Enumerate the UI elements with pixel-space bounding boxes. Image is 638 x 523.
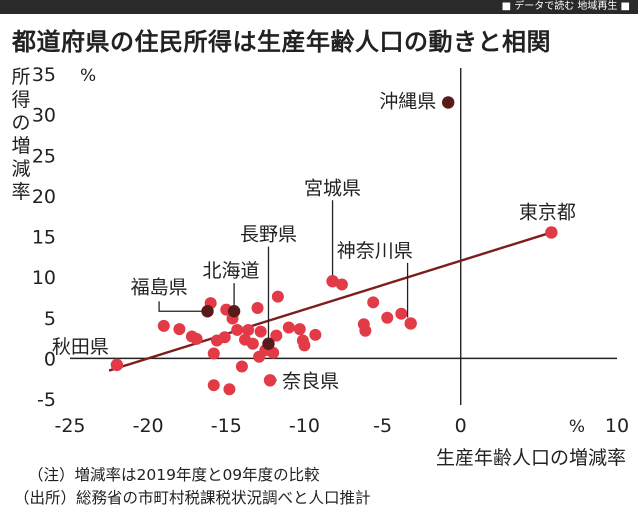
x-unit-label: % bbox=[569, 417, 585, 437]
y-tick-label: -5 bbox=[37, 389, 56, 411]
labeled-data-point bbox=[263, 374, 277, 387]
y-axis-label-char: 所 bbox=[11, 66, 31, 88]
y-axis-label-char: の bbox=[11, 112, 31, 134]
point-label: 東京都 bbox=[519, 201, 576, 223]
data-point bbox=[359, 324, 372, 337]
data-point bbox=[298, 339, 311, 352]
axes: -5 0 5 10 15 20 25 30 35 % -25 -20 -15 -10 -5 0 10% 生産年齢人… bbox=[32, 64, 629, 469]
y-axis-label-char: 得 bbox=[11, 89, 31, 111]
point-label: 北海道 bbox=[202, 260, 259, 282]
data-point bbox=[381, 311, 394, 324]
point-label: 沖縄県 bbox=[379, 90, 436, 112]
data-point bbox=[270, 329, 283, 342]
y-tick-label: 15 bbox=[32, 227, 56, 249]
data-point bbox=[218, 331, 231, 344]
data-point bbox=[282, 321, 295, 334]
points-layer bbox=[110, 96, 558, 396]
data-point bbox=[173, 323, 186, 336]
y-axis-label: 所得の増減率 bbox=[10, 66, 32, 204]
point-label: 奈良県 bbox=[282, 370, 339, 392]
labeled-data-point bbox=[262, 337, 275, 350]
point-label: 長野県 bbox=[240, 224, 297, 246]
point-label: 神奈川県 bbox=[337, 240, 413, 262]
data-point bbox=[235, 360, 248, 373]
labeled-data-point bbox=[404, 317, 417, 330]
x-tick-label: -5 bbox=[373, 415, 392, 437]
data-point bbox=[253, 350, 266, 363]
labeled-data-point bbox=[110, 358, 124, 372]
data-point bbox=[190, 332, 203, 345]
data-point bbox=[335, 278, 348, 291]
trend-layer bbox=[108, 231, 552, 372]
y-tick-label: 20 bbox=[32, 186, 56, 208]
data-point bbox=[251, 302, 264, 314]
x-tick-label: -10 bbox=[289, 415, 320, 437]
note-source: （出所）総務省の市町村税課税状況調べと人口推計 bbox=[14, 489, 371, 507]
data-point bbox=[231, 323, 244, 336]
data-point bbox=[246, 337, 259, 350]
y-tick-label: 0 bbox=[44, 348, 56, 370]
y-tick-label: 30 bbox=[32, 105, 56, 127]
y-axis-label-char: 率 bbox=[11, 181, 31, 203]
data-point bbox=[207, 347, 220, 360]
data-point bbox=[309, 328, 322, 341]
labeled-data-point bbox=[442, 96, 455, 109]
data-point bbox=[271, 290, 284, 303]
data-point bbox=[223, 383, 236, 396]
chart-title: 都道府県の住民所得は生産年齢人口の動きと相関 bbox=[12, 28, 551, 56]
y-tick-label: 10 bbox=[32, 267, 56, 289]
x-tick-label: -20 bbox=[133, 415, 164, 437]
x-tick-label: 0 bbox=[455, 415, 467, 437]
x-tick-label: 10 bbox=[605, 415, 629, 437]
point-label: 宮城県 bbox=[304, 177, 361, 199]
y-unit-label: % bbox=[80, 66, 96, 86]
data-point bbox=[207, 379, 220, 392]
x-tick-label: -15 bbox=[211, 415, 242, 437]
x-tick-label: -25 bbox=[54, 415, 85, 437]
data-point bbox=[395, 307, 408, 320]
data-point bbox=[242, 323, 255, 336]
data-point bbox=[157, 319, 170, 332]
y-axis-label-char: 減 bbox=[11, 158, 31, 180]
y-tick-label: 5 bbox=[44, 308, 56, 330]
point-label: 秋田県 bbox=[52, 336, 109, 358]
data-point bbox=[367, 296, 380, 309]
trendline bbox=[108, 231, 552, 372]
y-tick-label: 35 bbox=[32, 64, 56, 86]
leader-line bbox=[158, 301, 202, 312]
x-axis-label: 生産年齢人口の増減率 bbox=[436, 447, 626, 469]
note-definition: （注）増減率は2019年度と09年度の比較 bbox=[28, 466, 320, 484]
y-axis-label-char: 増 bbox=[11, 135, 31, 157]
data-point bbox=[293, 323, 306, 336]
labeled-data-point bbox=[326, 274, 339, 288]
labeled-data-point bbox=[201, 305, 214, 318]
series-header: ■ データで読む 地域再生 ■ bbox=[0, 0, 638, 14]
labeled-data-point bbox=[227, 305, 241, 318]
point-label: 福島県 bbox=[131, 276, 188, 298]
data-point bbox=[254, 325, 267, 338]
labeled-data-point bbox=[545, 226, 558, 239]
y-tick-label: 25 bbox=[32, 145, 56, 167]
